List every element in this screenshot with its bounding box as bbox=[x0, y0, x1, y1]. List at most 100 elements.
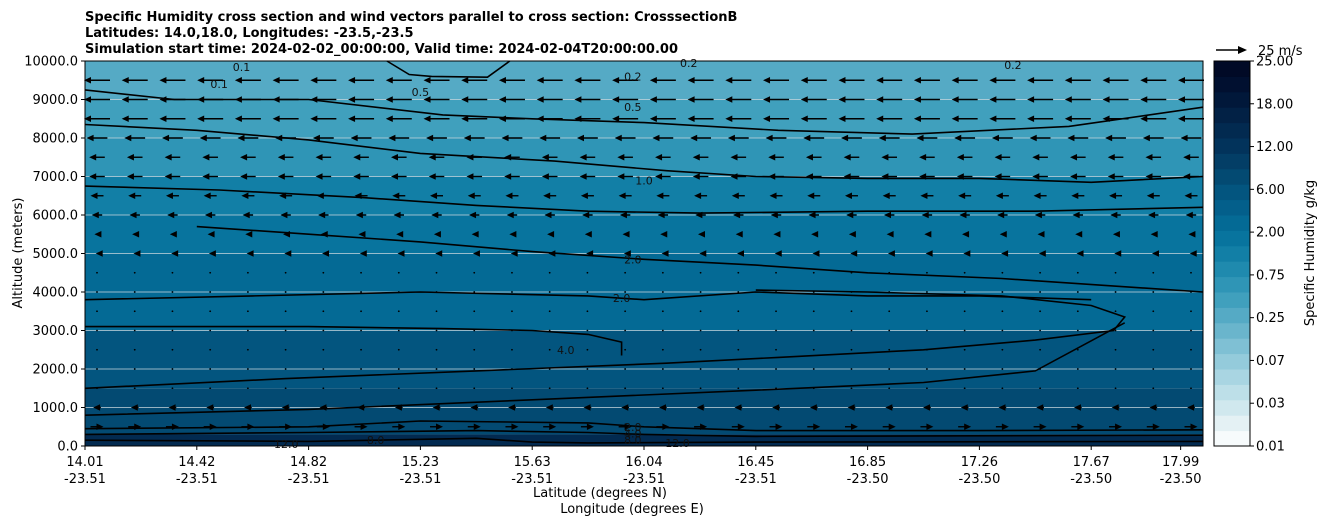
wind-vector-head bbox=[951, 77, 959, 84]
wind-vector bbox=[624, 291, 627, 293]
chart-title-line-3: Simulation start time: 2024-02-02_00:00:… bbox=[85, 42, 678, 57]
wind-vector bbox=[737, 329, 740, 332]
wind-vector bbox=[687, 115, 714, 122]
wind-vector bbox=[694, 192, 708, 199]
wind-vector bbox=[772, 404, 780, 411]
y-tick-label: 6000.0 bbox=[33, 209, 79, 224]
wind-vector-dot bbox=[360, 368, 362, 370]
wind-vector-head bbox=[913, 77, 921, 84]
contour-label: 12.0 bbox=[274, 438, 299, 451]
wind-vector-head bbox=[471, 231, 479, 238]
wind-vector-head bbox=[121, 96, 129, 103]
wind-vector bbox=[1146, 192, 1160, 199]
contour-line bbox=[85, 325, 623, 356]
wind-vector bbox=[812, 387, 815, 390]
wind-vector bbox=[1189, 250, 1197, 257]
wind-vector bbox=[498, 77, 525, 84]
wind-vector-head bbox=[1027, 77, 1035, 84]
wind-vector bbox=[1073, 404, 1082, 411]
wind-vector-head bbox=[285, 423, 293, 430]
y-axis-label: Altitude (meters) bbox=[11, 198, 26, 309]
wind-vector-head bbox=[1001, 250, 1009, 257]
wind-vector-dot bbox=[322, 271, 325, 274]
wind-vector-head bbox=[800, 115, 808, 122]
wind-vector-head bbox=[956, 154, 964, 161]
wind-vector-head bbox=[133, 250, 141, 257]
wind-vector-dot bbox=[1190, 348, 1192, 351]
colorbar-segment bbox=[1214, 261, 1250, 278]
wind-vector-dot bbox=[1001, 291, 1004, 293]
wind-vector bbox=[656, 192, 670, 199]
colorbar-frame bbox=[1213, 60, 1251, 447]
wind-vector-dot bbox=[926, 387, 928, 390]
wind-vector-dot bbox=[511, 368, 513, 370]
wind-vector-dot bbox=[963, 387, 966, 390]
wind-vector bbox=[1039, 368, 1042, 370]
wind-vector bbox=[730, 154, 747, 161]
colorbar-segment bbox=[1214, 61, 1250, 77]
wind-vector bbox=[471, 231, 479, 238]
wind-vector bbox=[1114, 387, 1117, 390]
wind-vector bbox=[1178, 77, 1204, 84]
wind-vector-dot bbox=[699, 348, 702, 351]
colorbar-segment bbox=[1214, 430, 1250, 447]
wind-vector bbox=[511, 310, 513, 313]
wind-vector bbox=[1001, 387, 1004, 390]
wind-vector bbox=[692, 173, 709, 180]
wind-vector bbox=[841, 134, 862, 142]
wind-vector-head bbox=[658, 404, 666, 411]
wind-vector-head bbox=[272, 96, 280, 103]
wind-vector-head bbox=[432, 404, 440, 411]
wind-vector bbox=[768, 173, 784, 180]
wind-vector bbox=[310, 96, 337, 103]
wind-vector-dot bbox=[511, 310, 513, 313]
wind-vector bbox=[241, 192, 255, 199]
wind-vector-head bbox=[725, 96, 733, 103]
wind-vector bbox=[995, 423, 1009, 430]
wind-vector bbox=[435, 368, 438, 370]
wind-vector bbox=[129, 211, 140, 219]
wind-vector bbox=[431, 211, 442, 219]
wind-vector bbox=[622, 231, 630, 238]
wind-vector-dot bbox=[133, 310, 136, 313]
wind-vector bbox=[737, 291, 740, 293]
wind-vector bbox=[133, 329, 136, 332]
wind-vector-head bbox=[1187, 404, 1195, 411]
wind-vector-head bbox=[511, 423, 519, 430]
wind-vector bbox=[397, 329, 400, 332]
wind-vector-dot bbox=[1114, 310, 1117, 313]
wind-vector bbox=[246, 348, 249, 351]
x-axis: 14.01 -23.51 14.42 -23.51 14.82 -23.51 15.23 -2… bbox=[64, 446, 1202, 487]
wind-vector bbox=[506, 211, 518, 219]
wind-vector bbox=[159, 96, 186, 103]
wind-vector bbox=[913, 96, 940, 103]
wind-vector-head bbox=[547, 231, 555, 238]
wind-vector bbox=[128, 192, 142, 199]
wind-vector bbox=[725, 115, 752, 122]
wind-vector-dot bbox=[775, 387, 777, 390]
wind-vector bbox=[800, 96, 827, 103]
wind-vector bbox=[1076, 310, 1079, 313]
wind-vector-head bbox=[467, 192, 475, 199]
wind-vector bbox=[963, 310, 966, 313]
contour-line bbox=[84, 429, 1204, 438]
wind-vector bbox=[547, 231, 555, 238]
wind-vector-head bbox=[580, 192, 588, 199]
wind-vector bbox=[504, 173, 520, 180]
wind-vector-head bbox=[662, 423, 670, 430]
wind-vector-dot bbox=[888, 329, 891, 332]
wind-vector-head bbox=[695, 211, 703, 219]
wind-vector bbox=[461, 77, 488, 84]
wind-vector bbox=[133, 291, 136, 293]
wind-vector bbox=[279, 192, 293, 199]
wind-vector-head bbox=[461, 115, 469, 122]
wind-vector-head bbox=[847, 404, 855, 411]
wind-vector-head bbox=[96, 423, 104, 430]
wind-vector-head bbox=[1110, 211, 1118, 219]
x-tick-label-lat: 17.99 bbox=[1162, 455, 1199, 470]
wind-vector-head bbox=[284, 250, 292, 257]
contour-line bbox=[84, 289, 1127, 390]
wind-vector bbox=[808, 211, 819, 219]
wind-vector bbox=[132, 231, 140, 238]
wind-vector bbox=[812, 271, 815, 274]
